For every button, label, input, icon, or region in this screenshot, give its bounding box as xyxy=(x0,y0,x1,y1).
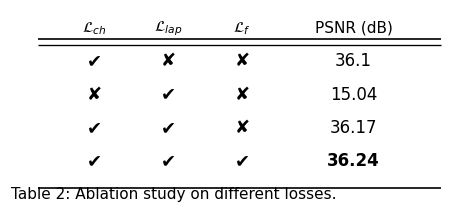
Text: ✘: ✘ xyxy=(161,52,176,71)
Text: $\mathcal{L}_{ch}$: $\mathcal{L}_{ch}$ xyxy=(82,20,106,37)
Text: $\mathcal{L}_{f}$: $\mathcal{L}_{f}$ xyxy=(233,20,251,37)
Text: $\mathcal{L}_{lap}$: $\mathcal{L}_{lap}$ xyxy=(154,19,182,38)
Text: Table 2: Ablation study on different losses.: Table 2: Ablation study on different los… xyxy=(11,187,336,202)
Text: ✘: ✘ xyxy=(235,119,250,137)
Text: 36.24: 36.24 xyxy=(327,152,380,170)
Text: ✔: ✔ xyxy=(161,86,176,104)
Text: ✔: ✔ xyxy=(161,119,176,137)
Text: PSNR (dB): PSNR (dB) xyxy=(315,21,392,36)
Text: 15.04: 15.04 xyxy=(330,86,377,104)
Text: ✔: ✔ xyxy=(235,152,250,170)
Text: ✔: ✔ xyxy=(87,152,102,170)
Text: ✔: ✔ xyxy=(161,152,176,170)
Text: ✘: ✘ xyxy=(235,52,250,71)
Text: ✔: ✔ xyxy=(87,119,102,137)
Text: ✔: ✔ xyxy=(87,52,102,71)
Text: ✘: ✘ xyxy=(235,86,250,104)
Text: 36.17: 36.17 xyxy=(329,119,377,137)
Text: ✘: ✘ xyxy=(87,86,102,104)
Text: 36.1: 36.1 xyxy=(335,52,372,71)
